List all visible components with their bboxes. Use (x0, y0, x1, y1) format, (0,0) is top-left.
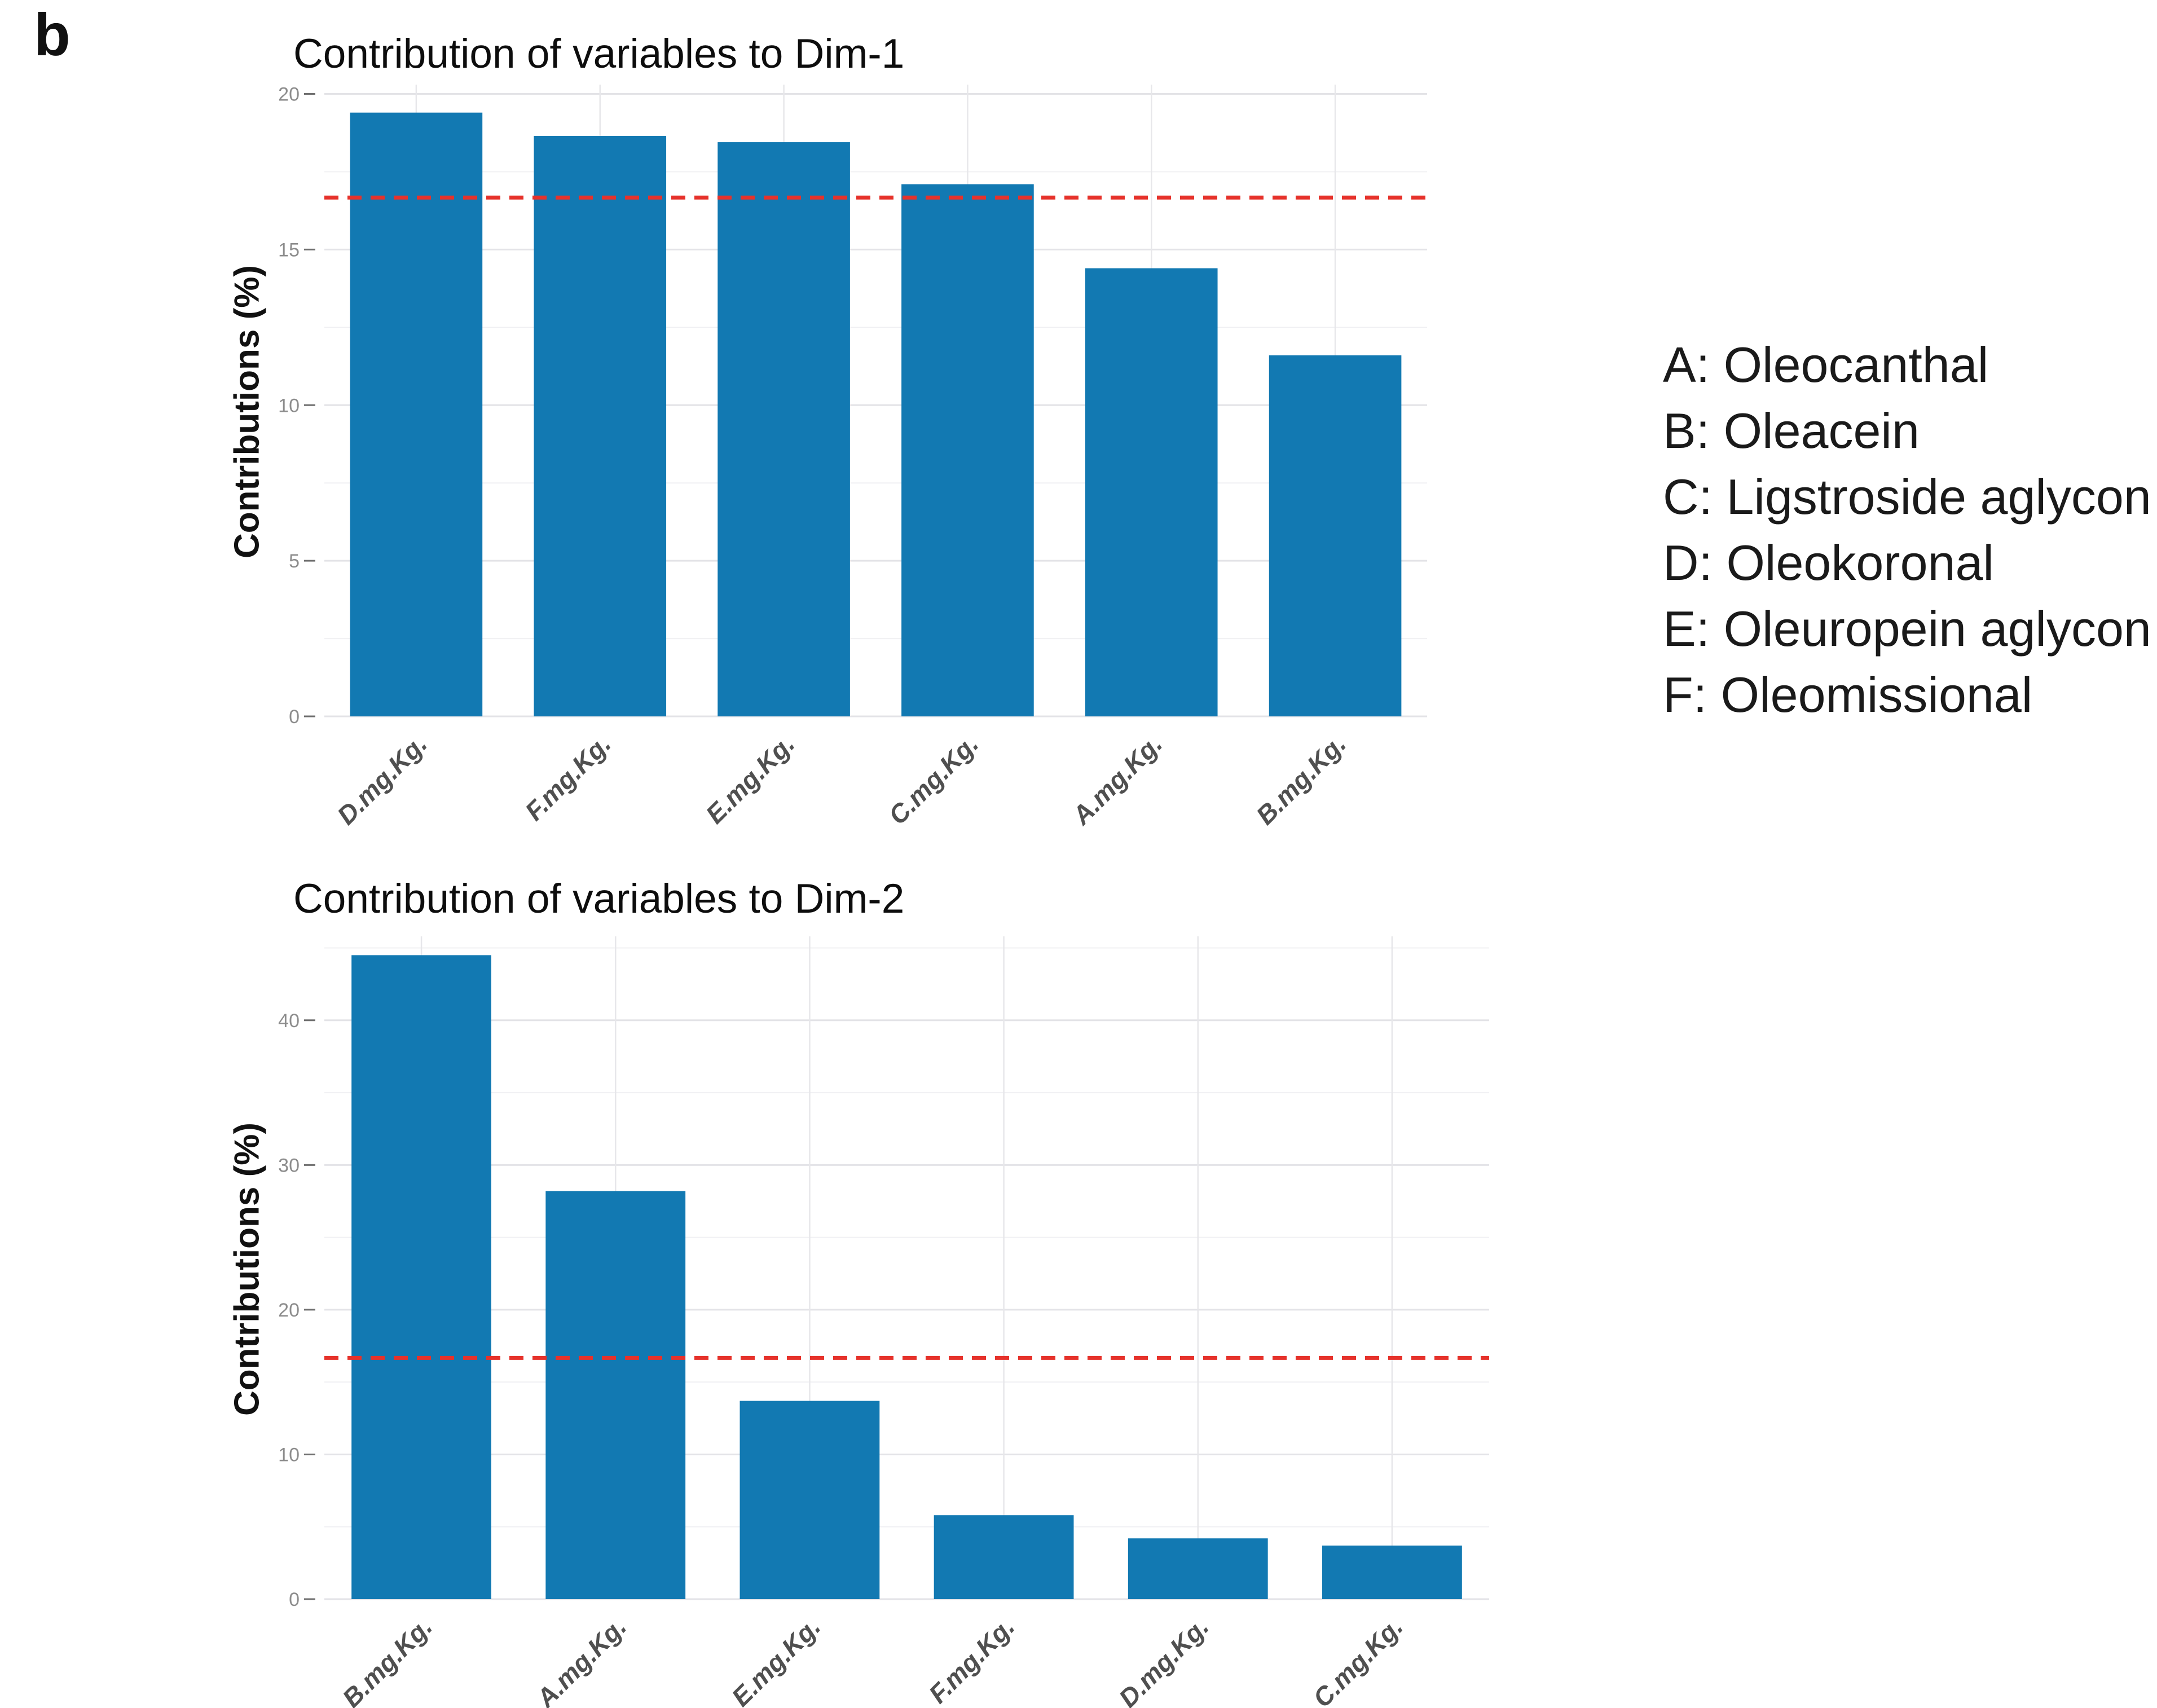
y-tick-label: 20 (278, 84, 300, 105)
bar-D.mg.Kg. (1128, 1538, 1268, 1599)
bar-C.mg.Kg. (901, 184, 1034, 716)
bar-B.mg.Kg. (1269, 355, 1402, 716)
panel-label: b (34, 2, 71, 68)
category-label-D: D.mg.Kg. (1113, 1612, 1214, 1708)
category-label-F: F.mg.Kg. (923, 1612, 1020, 1708)
dim2-chart-title: Contribution of variables to Dim-2 (293, 876, 905, 922)
category-label-A: A.mg.Kg. (1066, 729, 1168, 830)
y-tick-label: 0 (289, 706, 300, 728)
dim1-chart-title: Contribution of variables to Dim-1 (293, 31, 905, 77)
y-tick-label: 30 (278, 1155, 300, 1176)
legend-item-c: C: Ligstroside aglycon (1663, 469, 2151, 525)
bar-A.mg.Kg. (1085, 268, 1218, 717)
bar-E.mg.Kg. (717, 142, 850, 716)
category-label-C: C.mg.Kg. (883, 729, 984, 830)
variable-legend: A: Oleocanthal B: Oleacein C: Ligstrosid… (1663, 332, 2151, 728)
legend-item-a: A: Oleocanthal (1663, 337, 1989, 393)
category-label-A: A.mg.Kg. (530, 1612, 632, 1708)
y-tick-label: 5 (289, 551, 300, 572)
legend-item-b: B: Oleacein (1663, 403, 1920, 459)
category-label-B: B.mg.Kg. (337, 1612, 438, 1708)
dim2-contribution-chart: Contribution of variables to Dim-2 Contr… (214, 868, 1529, 1708)
bar-F.mg.Kg. (934, 1515, 1074, 1599)
category-label-E: E.mg.Kg. (700, 729, 800, 829)
category-label-F: F.mg.Kg. (520, 729, 617, 826)
dim2-chart-plot: 0 10 20 30 40 B.mg.Kg. A.mg.Kg. E.mg.Kg. F.mg.Kg… (278, 936, 1489, 1708)
legend-item-f: F: Oleomissional (1663, 667, 2033, 723)
category-label-D: D.mg.Kg. (331, 729, 433, 830)
bar-E.mg.Kg. (739, 1401, 880, 1599)
y-tick-label: 10 (278, 1444, 300, 1465)
y-tick-label: 15 (278, 239, 300, 261)
dim1-contribution-chart: Contribution of variables to Dim-1 Contr… (214, 23, 1529, 869)
bar-B.mg.Kg. (351, 955, 491, 1599)
category-label-C: C.mg.Kg. (1307, 1612, 1408, 1708)
dim1-chart-plot: 0 5 10 15 20 D.mg.Kg. F.mg.Kg. E.mg.Kg. C.mg.Kg.… (278, 84, 1427, 831)
y-tick-label: 20 (278, 1300, 300, 1321)
y-tick-label: 10 (278, 395, 300, 416)
bar-C.mg.Kg. (1322, 1546, 1462, 1599)
category-label-E: E.mg.Kg. (726, 1612, 826, 1708)
bar-D.mg.Kg. (350, 112, 483, 717)
legend-item-e: E: Oleuropein aglycon (1663, 601, 2151, 657)
y-tick-label: 40 (278, 1010, 300, 1032)
legend-item-d: D: Oleokoronal (1663, 535, 1994, 591)
bar-F.mg.Kg. (534, 136, 667, 717)
y-tick-label: 0 (289, 1589, 300, 1610)
category-label-B: B.mg.Kg. (1251, 729, 1352, 830)
bar-A.mg.Kg. (545, 1191, 686, 1599)
